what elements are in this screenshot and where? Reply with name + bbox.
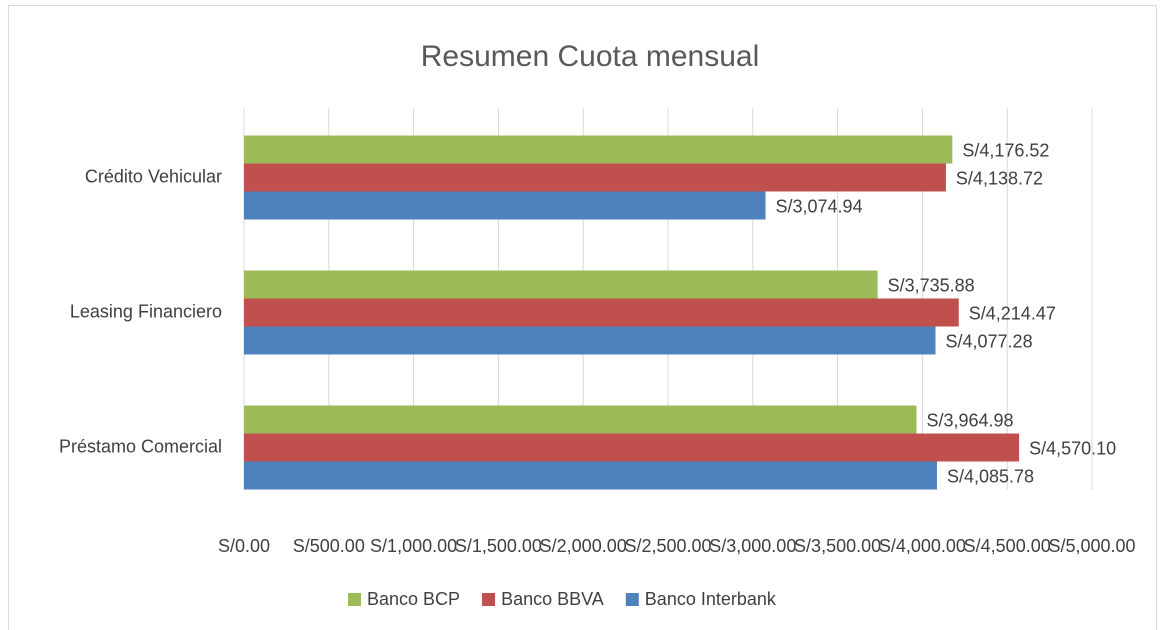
x-tick-label: S/4,000.00 <box>879 536 966 556</box>
data-label: S/3,735.88 <box>888 275 975 295</box>
legend-swatch <box>625 593 639 606</box>
x-tick-label: S/2,500.00 <box>624 536 711 556</box>
bar <box>244 270 878 299</box>
data-label: S/4,570.10 <box>1029 438 1116 458</box>
y-tick-label: Leasing Financiero <box>70 301 222 321</box>
legend-label: Banco Interbank <box>645 589 777 609</box>
bar <box>244 433 1020 462</box>
data-label: S/4,214.47 <box>969 303 1056 323</box>
x-tick-label: S/1,000.00 <box>370 536 457 556</box>
y-tick-label: Crédito Vehicular <box>85 166 222 186</box>
x-tick-label: S/3,500.00 <box>794 536 881 556</box>
bar <box>244 163 946 192</box>
data-label: S/3,074.94 <box>776 196 863 216</box>
x-tick-label: S/4,500.00 <box>964 536 1051 556</box>
legend-label: Banco BBVA <box>501 589 604 609</box>
bar <box>244 461 937 490</box>
data-label: S/4,077.28 <box>946 331 1033 351</box>
bar <box>244 298 959 327</box>
x-tick-label: S/1,500.00 <box>455 536 542 556</box>
x-tick-label: S/500.00 <box>293 536 365 556</box>
x-tick-label: S/5,000.00 <box>1048 536 1135 556</box>
bar <box>244 405 917 434</box>
chart-title: Resumen Cuota mensual <box>421 40 760 73</box>
data-label: S/4,138.72 <box>956 168 1043 188</box>
data-label: S/4,085.78 <box>947 466 1034 486</box>
legend-label: Banco BCP <box>367 589 460 609</box>
bar <box>244 135 953 164</box>
data-label: S/3,964.98 <box>926 410 1013 430</box>
bar <box>244 191 766 220</box>
bar <box>244 326 936 355</box>
legend-swatch <box>348 593 361 606</box>
x-tick-label: S/0.00 <box>218 536 270 556</box>
x-tick-label: S/3,000.00 <box>709 536 796 556</box>
data-label: S/4,176.52 <box>962 140 1049 160</box>
legend-swatch <box>482 593 496 606</box>
y-tick-label: Préstamo Comercial <box>59 436 222 456</box>
x-tick-label: S/2,000.00 <box>540 536 627 556</box>
